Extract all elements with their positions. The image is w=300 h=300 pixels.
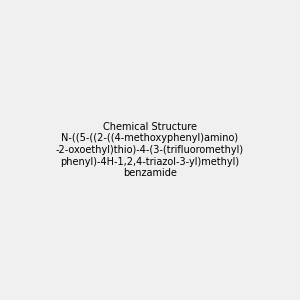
Text: Chemical Structure
N-((5-((2-((4-methoxyphenyl)amino)
-2-oxoethyl)thio)-4-(3-(tr: Chemical Structure N-((5-((2-((4-methoxy… (56, 122, 244, 178)
